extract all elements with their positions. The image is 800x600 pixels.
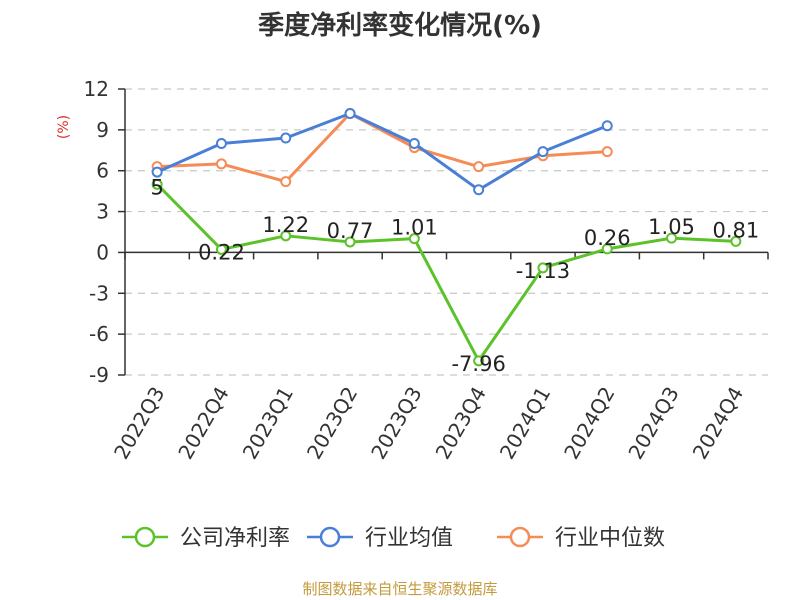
grid-lines — [118, 88, 768, 376]
data-point — [601, 146, 613, 158]
data-point — [473, 161, 485, 173]
x-tick-label: 2023Q4 — [431, 383, 491, 464]
data-point — [473, 355, 485, 367]
x-tick-label: 2024Q2 — [559, 383, 619, 464]
y-tick-label: -3 — [89, 281, 109, 305]
legend-marker — [509, 526, 531, 548]
y-tick-label: 9 — [96, 118, 109, 142]
data-point — [537, 146, 549, 158]
data-point — [601, 120, 613, 132]
data-point — [408, 137, 420, 149]
data-label: 1.22 — [262, 213, 309, 237]
data-label: 1.05 — [648, 215, 695, 239]
data-point — [215, 243, 227, 255]
y-axis-label: (%) — [56, 115, 72, 139]
x-tick-label: 2024Q1 — [495, 383, 555, 464]
data-label: -7.96 — [451, 352, 505, 376]
series-lines — [151, 108, 742, 367]
x-tick-label: 2024Q3 — [623, 383, 683, 464]
y-tick-label: 6 — [96, 159, 109, 183]
legend-marker — [134, 526, 156, 548]
y-tick-label: 12 — [84, 77, 109, 101]
y-tick-label: 0 — [96, 240, 109, 264]
y-tick-labels: 12 9 6 3 0 -3 -6 -9 — [84, 77, 109, 387]
series-line-0 — [156, 183, 736, 363]
data-point — [473, 184, 485, 196]
data-point — [730, 235, 742, 247]
data-point — [280, 230, 292, 242]
data-labels: 5 0.22 1.22 0.77 1.01 -7.96 -1.13 0.26 1.05 0.81 — [150, 175, 759, 376]
data-point — [344, 108, 356, 120]
x-tick-label: 2023Q2 — [302, 383, 362, 464]
data-point — [280, 132, 292, 144]
x-tick-label: 2023Q1 — [238, 383, 298, 464]
data-point — [666, 232, 678, 244]
data-label: 0.22 — [198, 240, 245, 264]
x-tick-label: 2024Q4 — [688, 383, 748, 464]
data-label: -1.13 — [516, 259, 570, 283]
legend-label: 行业均值 — [365, 526, 453, 551]
data-point — [601, 243, 613, 255]
x-tick-label: 2023Q3 — [366, 383, 426, 464]
legend-label: 公司净利率 — [180, 526, 290, 551]
source-note: 制图数据来自恒生聚源数据库 — [302, 580, 497, 598]
data-label: 1.01 — [391, 216, 438, 240]
y-tick-label: -9 — [89, 363, 109, 387]
data-point — [408, 233, 420, 245]
data-point — [537, 262, 549, 274]
y-tick-label: 3 — [96, 200, 109, 224]
y-tick-label: -6 — [89, 322, 109, 346]
data-point — [215, 137, 227, 149]
data-point — [151, 166, 163, 178]
data-point — [344, 236, 356, 248]
data-point — [215, 158, 227, 170]
chart-title: 季度净利率变化情况(%) — [258, 10, 542, 41]
data-point — [280, 176, 292, 188]
legend-label: 行业中位数 — [555, 526, 665, 551]
data-label: 0.77 — [327, 219, 374, 243]
axes — [124, 89, 769, 375]
data-label: 0.26 — [584, 226, 631, 250]
x-tick-labels: 2022Q3 2022Q4 2023Q1 2023Q2 2023Q3 2023Q4 2024… — [109, 383, 748, 464]
data-label: 0.81 — [712, 218, 759, 242]
series-line-1 — [156, 112, 608, 192]
legend-marker — [319, 526, 341, 548]
legend: 公司净利率 行业均值 行业中位数 — [122, 526, 665, 551]
x-tick-label: 2022Q4 — [173, 383, 233, 464]
data-label: 5 — [150, 175, 163, 199]
x-tick-label: 2022Q3 — [109, 383, 169, 464]
data-point — [151, 178, 163, 190]
